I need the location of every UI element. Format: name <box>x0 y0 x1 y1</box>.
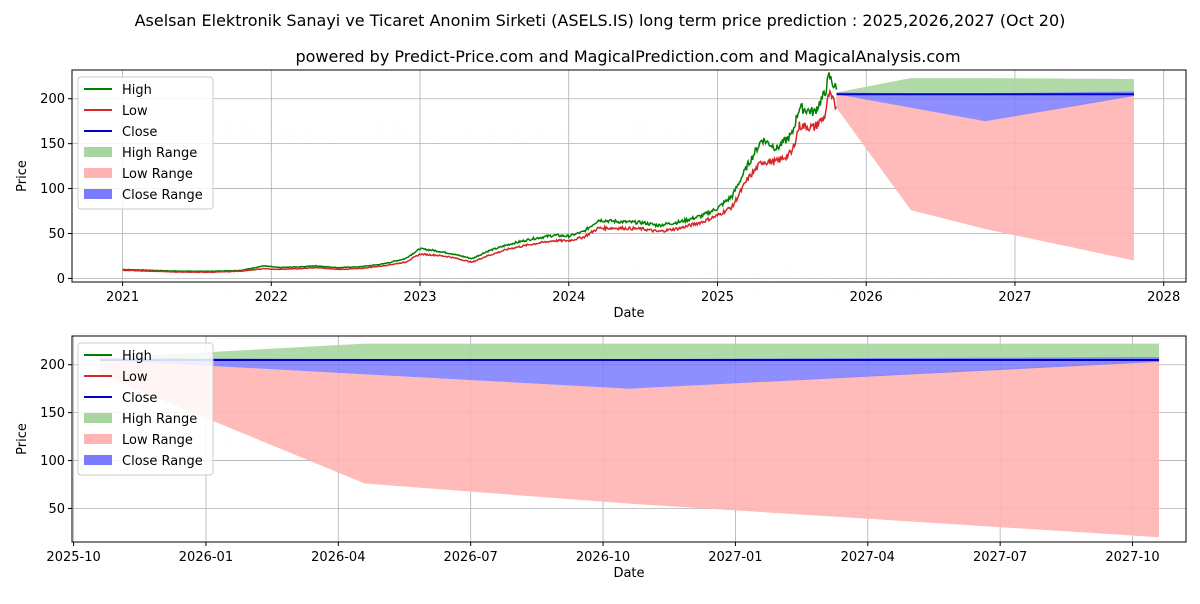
legend: High Low Close High Range Low Range Close Ran… <box>77 76 214 210</box>
x-tick-label: 2021 <box>106 290 139 305</box>
x-tick-label: 2022 <box>255 290 288 305</box>
chart-subtitle: powered by Predict-Price.com and Magical… <box>295 47 960 66</box>
legend-entry-label: High Range <box>122 412 197 427</box>
legend-entry-label: High Range <box>122 146 197 161</box>
y-tick-label: 200 <box>40 92 65 107</box>
legend-entry-label: Low Range <box>122 433 193 448</box>
legend-entry-label: High <box>122 349 152 364</box>
x-tick-label: 2026-04 <box>311 550 365 565</box>
x-tick-label: 2024 <box>552 290 585 305</box>
legend-swatch-patch <box>84 189 112 199</box>
high-range-band <box>100 343 1159 360</box>
low-series-line <box>122 88 837 274</box>
y-tick-label: 100 <box>40 182 65 197</box>
x-tick-label: 2026 <box>850 290 883 305</box>
y-tick-label: 0 <box>57 272 65 287</box>
legend-entry-label: Low <box>122 370 148 385</box>
bottom-panel: Predict-Price.comPredict-Price.com2025-1… <box>15 335 1187 581</box>
x-tick-label: 2026-07 <box>444 550 498 565</box>
x-tick-label: 2027-10 <box>1105 550 1159 565</box>
legend-swatch-patch <box>84 168 112 178</box>
high-range-band <box>836 78 1134 95</box>
x-tick-label: 2023 <box>403 290 436 305</box>
close-range-band <box>100 357 1159 389</box>
x-tick-label: 2025 <box>701 290 734 305</box>
chart-title: Aselsan Elektronik Sanayi ve Ticaret Ano… <box>135 11 1066 30</box>
y-tick-label: 200 <box>40 358 65 373</box>
plot-area <box>100 343 1159 538</box>
y-tick-label: 150 <box>40 137 65 152</box>
legend-entry-label: Low <box>122 104 148 119</box>
axes-frame <box>71 335 1187 543</box>
legend-swatch-patch <box>84 147 112 157</box>
x-tick-label: 2027-07 <box>973 550 1027 565</box>
x-tick-label: 2027-04 <box>841 550 895 565</box>
x-axis-label: Date <box>613 566 644 581</box>
x-tick-label: 2027 <box>998 290 1031 305</box>
high-series-line <box>122 72 838 273</box>
axes-frame <box>71 69 1187 283</box>
x-tick-label: 2028 <box>1147 290 1180 305</box>
y-axis-label: Price <box>15 423 30 455</box>
x-tick-label: 2025-10 <box>46 550 100 565</box>
legend: High Low Close High Range Low Range Close Ran… <box>77 342 214 476</box>
legend-entry-label: Low Range <box>122 167 193 182</box>
low-range-band <box>100 359 1159 538</box>
x-tick-label: 2026-10 <box>576 550 630 565</box>
legend-swatch-patch <box>84 413 112 423</box>
low-range-band <box>836 94 1134 261</box>
x-tick-label: 2026-01 <box>179 550 233 565</box>
y-axis-label: Price <box>15 160 30 192</box>
legend-entry-label: Close <box>122 125 157 140</box>
legend-entry-label: High <box>122 83 152 98</box>
legend-swatch-patch <box>84 455 112 465</box>
x-tick-label: 2027-01 <box>708 550 762 565</box>
legend-entry-label: Close Range <box>122 454 203 469</box>
plot-area <box>122 72 1134 274</box>
y-tick-label: 50 <box>48 227 65 242</box>
watermark-text: Predict-Price.com <box>224 112 572 158</box>
y-tick-label: 50 <box>48 502 65 517</box>
x-axis-label: Date <box>613 306 644 321</box>
y-tick-label: 100 <box>40 454 65 469</box>
legend-entry-label: Close Range <box>122 188 203 203</box>
close-range-band <box>836 91 1134 122</box>
y-tick-label: 150 <box>40 406 65 421</box>
legend-swatch-patch <box>84 434 112 444</box>
top-panel: Predict-Price.com Predict-Price.comPredic… <box>15 69 1187 321</box>
watermark-text: Predict-Price.com <box>626 262 974 308</box>
legend-entry-label: Close <box>122 391 157 406</box>
